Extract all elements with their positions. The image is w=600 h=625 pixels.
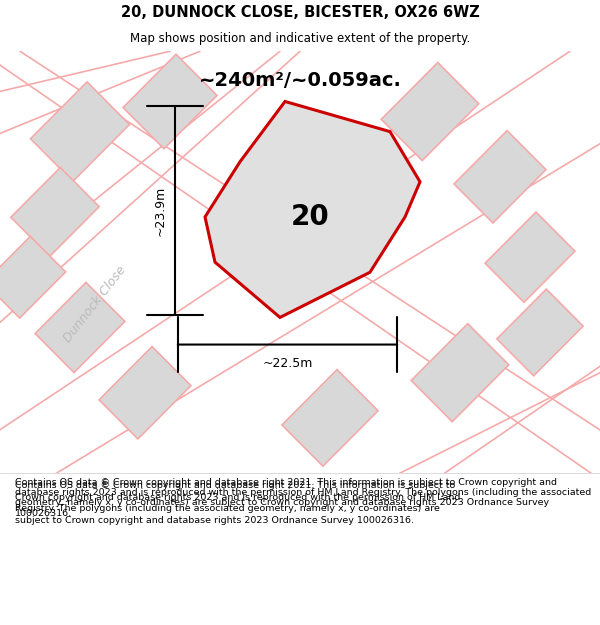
Polygon shape <box>497 289 583 376</box>
Text: 20, DUNNOCK CLOSE, BICESTER, OX26 6WZ: 20, DUNNOCK CLOSE, BICESTER, OX26 6WZ <box>121 5 479 20</box>
Polygon shape <box>31 82 130 181</box>
Polygon shape <box>411 324 509 422</box>
Polygon shape <box>205 101 420 318</box>
Text: Contains OS data © Crown copyright and database right 2021. This information is : Contains OS data © Crown copyright and d… <box>15 478 591 518</box>
Polygon shape <box>485 212 575 302</box>
Polygon shape <box>282 369 378 466</box>
Text: Dunnock Close: Dunnock Close <box>61 264 129 345</box>
Text: ~23.9m: ~23.9m <box>154 186 167 236</box>
Polygon shape <box>35 282 125 372</box>
Polygon shape <box>381 62 479 161</box>
Polygon shape <box>454 131 546 223</box>
Text: 20: 20 <box>290 203 329 231</box>
Polygon shape <box>0 236 65 318</box>
Text: ~22.5m: ~22.5m <box>262 357 313 369</box>
Text: Contains OS data © Crown copyright and database right 2021. This information is : Contains OS data © Crown copyright and d… <box>15 481 460 525</box>
Polygon shape <box>123 54 217 149</box>
Text: Map shows position and indicative extent of the property.: Map shows position and indicative extent… <box>130 32 470 45</box>
Polygon shape <box>11 168 99 256</box>
Polygon shape <box>99 347 191 439</box>
Text: ~240m²/~0.059ac.: ~240m²/~0.059ac. <box>199 71 401 91</box>
